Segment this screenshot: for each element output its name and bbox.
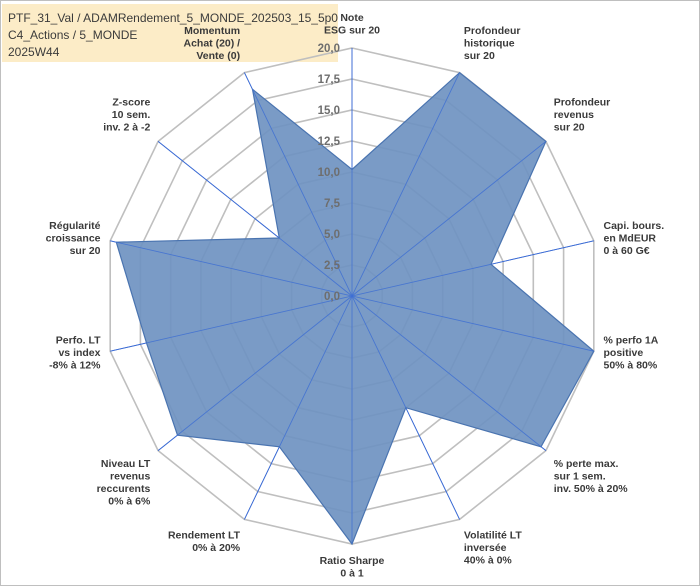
category-label: Volatilité LT inversée 40% à 0%	[464, 529, 523, 566]
radar-category-labels: Note ESG sur 20 Profondeur historique sur 20…	[46, 12, 665, 580]
tick-label: 2,5	[324, 260, 341, 272]
radar-axis-overlay	[244, 72, 353, 297]
category-label: Rendement LT 0% à 20%	[168, 529, 241, 554]
category-label: Profondeur revenus sur 20	[554, 97, 611, 134]
radar-axis-overlay	[351, 141, 547, 297]
category-label: Profondeur historique sur 20	[464, 25, 521, 62]
radar-axis-overlay	[351, 295, 460, 520]
category-label: % perfo 1A positive 50% à 80%	[604, 335, 659, 372]
tick-label: 12,5	[318, 136, 341, 148]
tick-label: 20,0	[318, 43, 340, 55]
radar-axis-overlay	[351, 295, 594, 352]
category-label: Ratio Sharpe 0 à 1	[320, 555, 385, 580]
category-label: Note ESG sur 20	[324, 12, 380, 37]
category-label: Niveau LT revenus reccurents 0% à 6%	[97, 458, 151, 508]
tick-label: 0,0	[324, 291, 340, 303]
chart-title-line-3: 2025W44	[8, 45, 60, 59]
radar-axis-overlay	[351, 295, 547, 451]
tick-label: 17,5	[318, 74, 341, 86]
radar-axis-overlay	[110, 240, 353, 297]
chart-title-line-1: PTF_31_Val / ADAMRendement_5_MONDE_20250…	[8, 11, 338, 25]
radar-axis-overlay	[244, 295, 353, 520]
category-label: Perfo. LT vs index -8% à 12%	[49, 335, 101, 372]
radar-axis-overlay	[157, 141, 353, 297]
chart-title-line-2: C4_Actions / 5_MONDE	[8, 28, 138, 42]
category-label: % perte max. sur 1 sem. inv. 50% à 20%	[554, 458, 629, 495]
category-label: Régularité croissance sur 20	[46, 220, 101, 257]
radar-axis-overlay	[351, 240, 594, 297]
tick-label: 7,5	[324, 198, 341, 210]
category-label: Capi. bours. en MdEUR 0 à 60 G€	[604, 220, 665, 257]
category-label: Z-score 10 sem. inv. 2 à -2	[103, 97, 150, 134]
radar-series	[110, 48, 595, 546]
radar-axis-overlay	[157, 295, 353, 451]
series-area	[115, 71, 595, 546]
category-label: Momentum Achat (20) / Vente (0)	[183, 25, 240, 62]
radar-axis-overlay	[351, 72, 460, 297]
radar-tick-labels: 0,0 2,5 5,0 7,5 10,0 12,5 15,0 17,5 20,0	[318, 43, 341, 303]
tick-label: 10,0	[318, 167, 340, 179]
tick-label: 15,0	[318, 105, 340, 117]
chart-title-box: PTF_31_Val / ADAMRendement_5_MONDE_20250…	[2, 4, 338, 62]
radar-axis-overlay	[110, 295, 353, 352]
tick-label: 5,0	[324, 229, 340, 241]
